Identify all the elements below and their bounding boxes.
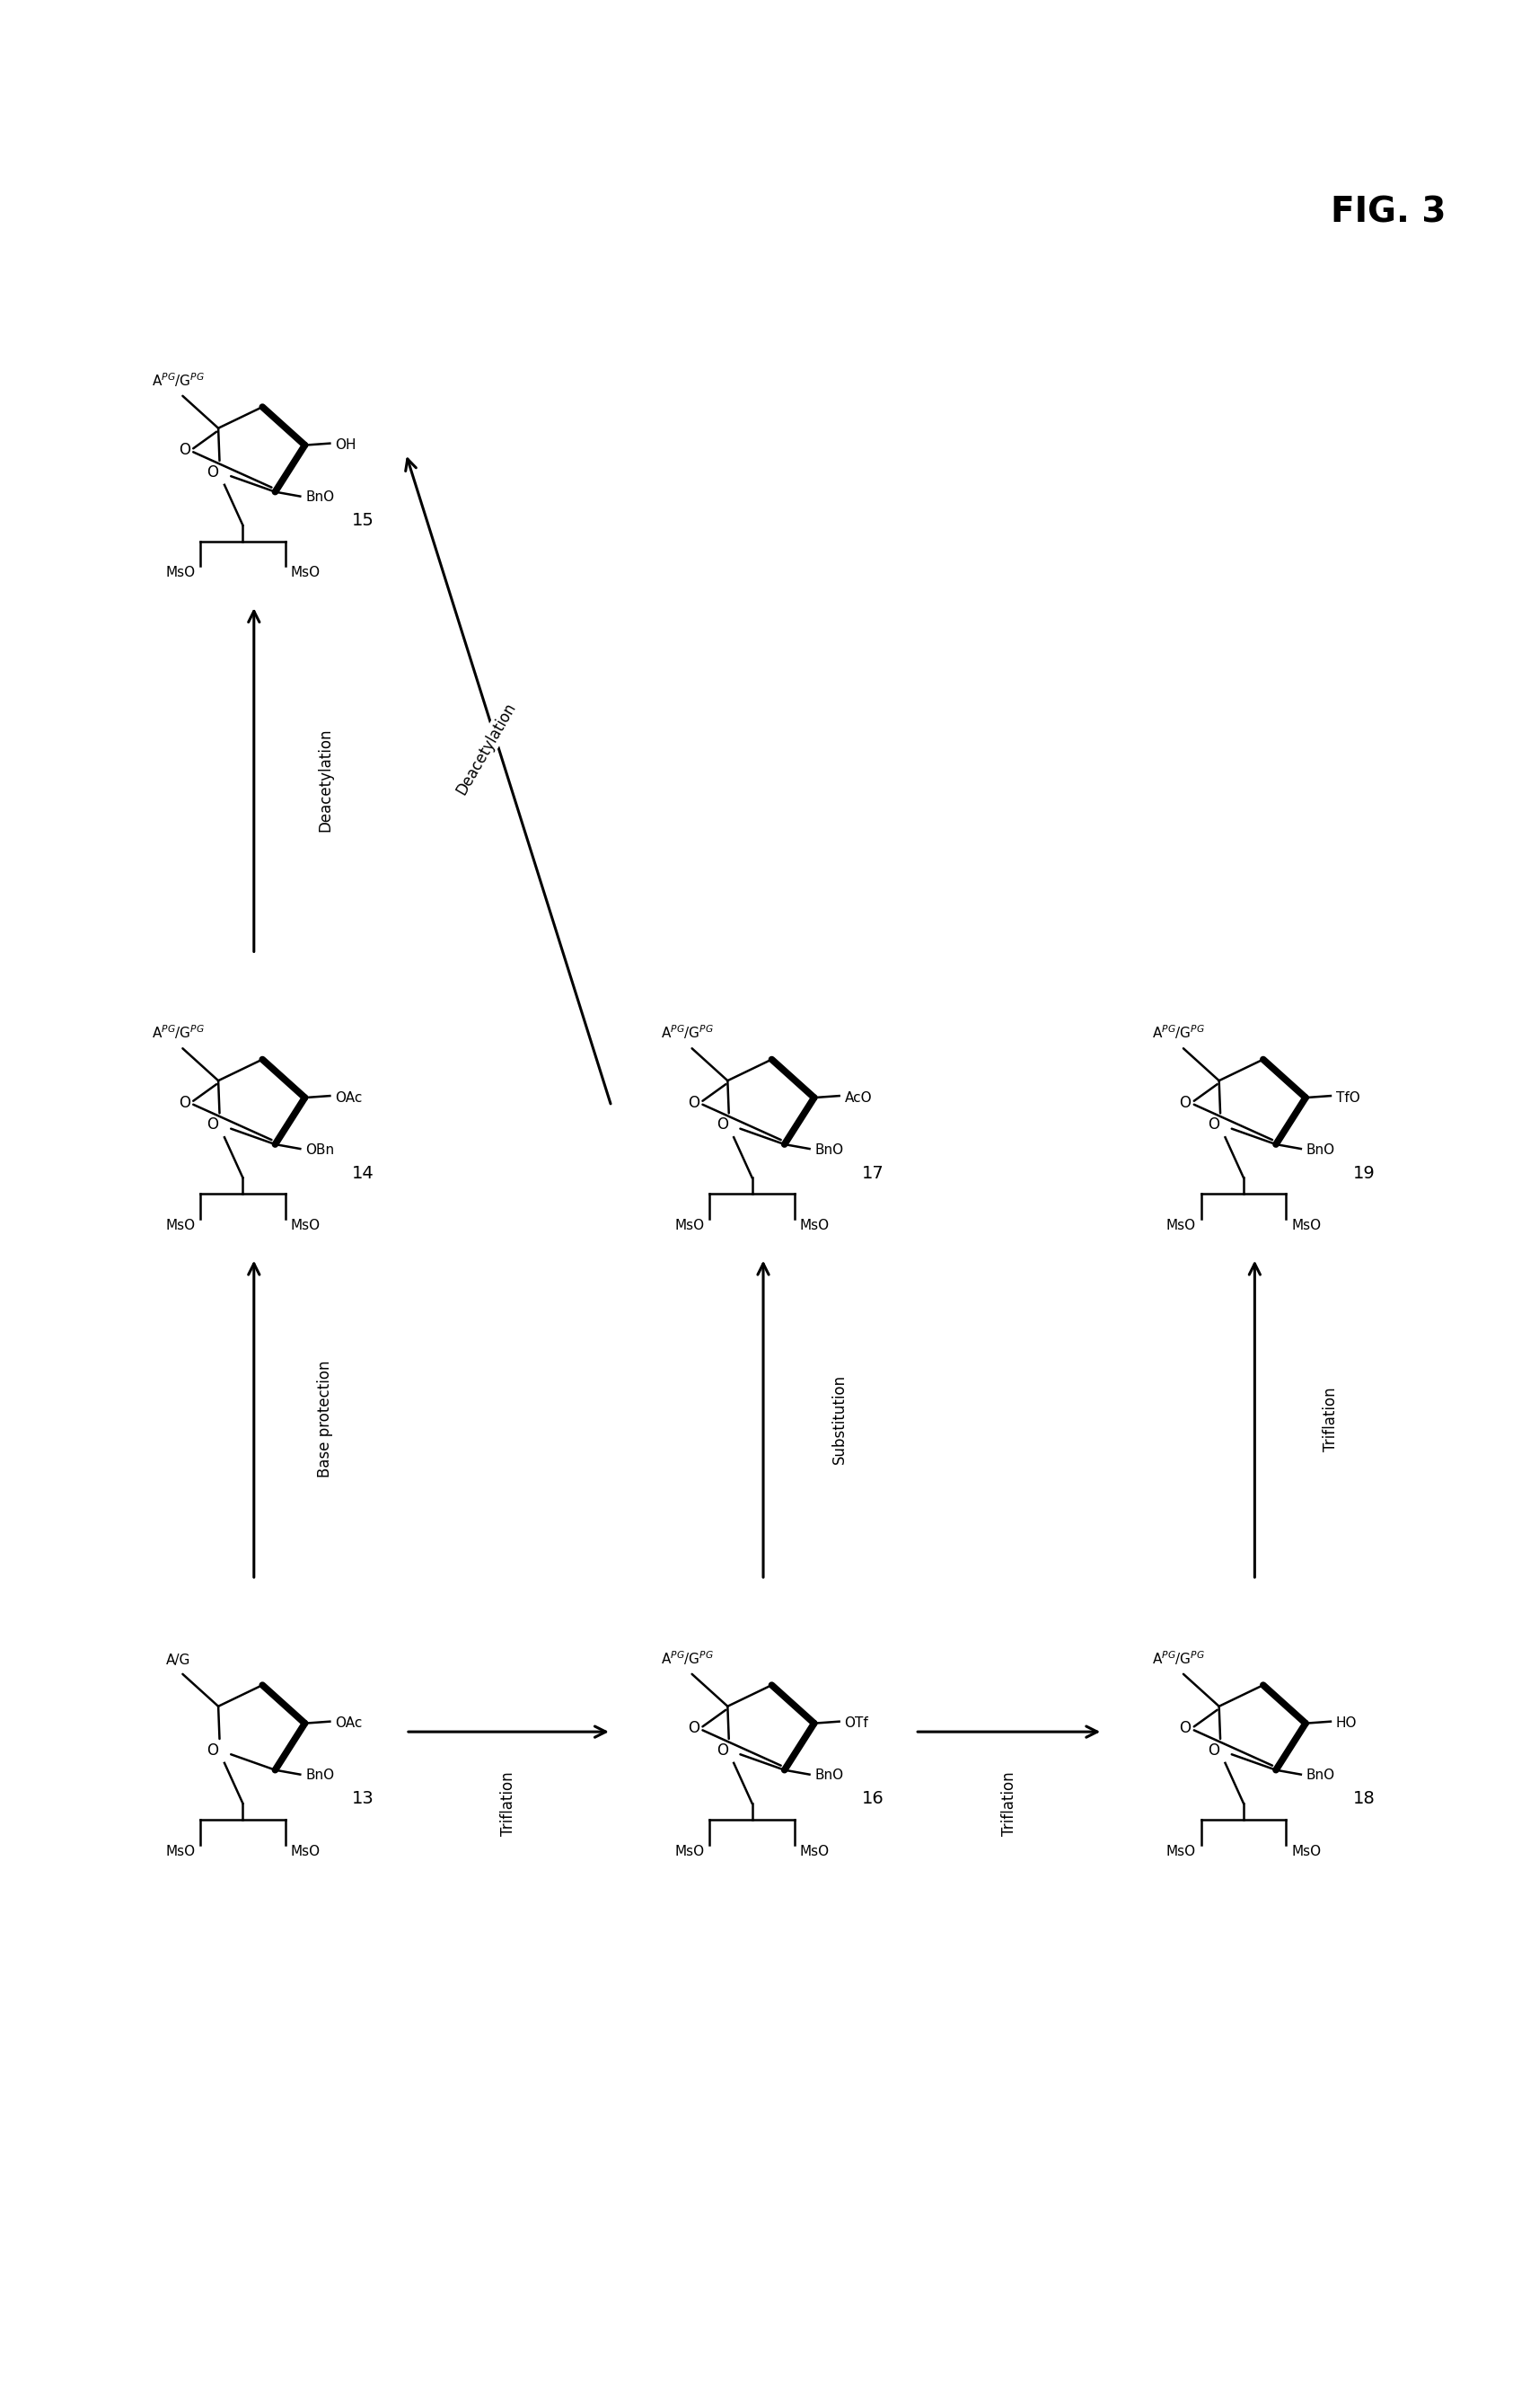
Text: 17: 17 — [860, 1165, 883, 1182]
Text: MsO: MsO — [674, 1218, 703, 1233]
Text: MsO: MsO — [291, 566, 320, 580]
Text: OTf: OTf — [843, 1717, 868, 1729]
Text: MsO: MsO — [1291, 1845, 1320, 1859]
Text: O: O — [688, 1096, 699, 1110]
Text: 16: 16 — [860, 1789, 883, 1808]
Text: 19: 19 — [1353, 1165, 1374, 1182]
Text: MsO: MsO — [165, 1218, 195, 1233]
Text: BnO: BnO — [1305, 1144, 1334, 1156]
Text: OBn: OBn — [305, 1144, 334, 1156]
Text: O: O — [206, 465, 219, 482]
Text: BnO: BnO — [305, 1767, 334, 1782]
Text: MsO: MsO — [291, 1218, 320, 1233]
Text: A$^{PG}$/G$^{PG}$: A$^{PG}$/G$^{PG}$ — [660, 1649, 714, 1666]
Text: 18: 18 — [1353, 1789, 1374, 1808]
Text: O: O — [688, 1719, 699, 1736]
Text: MsO: MsO — [165, 1845, 195, 1859]
Text: Substitution: Substitution — [831, 1375, 846, 1464]
Text: O: O — [1207, 1743, 1219, 1758]
Text: BnO: BnO — [305, 491, 334, 503]
Text: A$^{PG}$/G$^{PG}$: A$^{PG}$/G$^{PG}$ — [1151, 1023, 1205, 1040]
Text: Triflation: Triflation — [1322, 1387, 1337, 1452]
Text: Base protection: Base protection — [317, 1361, 334, 1479]
Text: OAc: OAc — [336, 1091, 362, 1105]
Text: MsO: MsO — [1165, 1845, 1194, 1859]
Text: MsO: MsO — [291, 1845, 320, 1859]
Text: A/G: A/G — [166, 1654, 191, 1666]
Text: O: O — [716, 1117, 728, 1132]
Text: MsO: MsO — [165, 566, 195, 580]
Text: MsO: MsO — [799, 1845, 830, 1859]
Text: MsO: MsO — [1291, 1218, 1320, 1233]
Text: OH: OH — [336, 438, 356, 453]
Text: O: O — [179, 443, 189, 458]
Text: Deacetylation: Deacetylation — [452, 701, 519, 797]
Text: O: O — [206, 1117, 219, 1132]
Text: BnO: BnO — [1305, 1767, 1334, 1782]
Text: A$^{PG}$/G$^{PG}$: A$^{PG}$/G$^{PG}$ — [151, 371, 205, 388]
Text: A$^{PG}$/G$^{PG}$: A$^{PG}$/G$^{PG}$ — [151, 1023, 205, 1040]
Text: O: O — [1179, 1096, 1190, 1110]
Text: O: O — [179, 1096, 189, 1110]
Text: O: O — [206, 1743, 219, 1758]
Text: OAc: OAc — [336, 1717, 362, 1729]
Text: 14: 14 — [352, 1165, 374, 1182]
Text: 13: 13 — [352, 1789, 374, 1808]
Text: HO: HO — [1336, 1717, 1356, 1729]
Text: Triflation: Triflation — [1000, 1772, 1016, 1835]
Text: MsO: MsO — [674, 1845, 703, 1859]
Text: O: O — [716, 1743, 728, 1758]
Text: FIG. 3: FIG. 3 — [1330, 195, 1445, 229]
Text: O: O — [1207, 1117, 1219, 1132]
Text: Triflation: Triflation — [500, 1772, 517, 1835]
Text: A$^{PG}$/G$^{PG}$: A$^{PG}$/G$^{PG}$ — [1151, 1649, 1205, 1666]
Text: A$^{PG}$/G$^{PG}$: A$^{PG}$/G$^{PG}$ — [660, 1023, 714, 1040]
Text: MsO: MsO — [1165, 1218, 1194, 1233]
Text: AcO: AcO — [843, 1091, 871, 1105]
Text: BnO: BnO — [814, 1767, 843, 1782]
Text: MsO: MsO — [799, 1218, 830, 1233]
Text: Deacetylation: Deacetylation — [317, 727, 334, 831]
Text: TfO: TfO — [1336, 1091, 1359, 1105]
Text: 15: 15 — [352, 513, 374, 530]
Text: BnO: BnO — [814, 1144, 843, 1156]
Text: O: O — [1179, 1719, 1190, 1736]
